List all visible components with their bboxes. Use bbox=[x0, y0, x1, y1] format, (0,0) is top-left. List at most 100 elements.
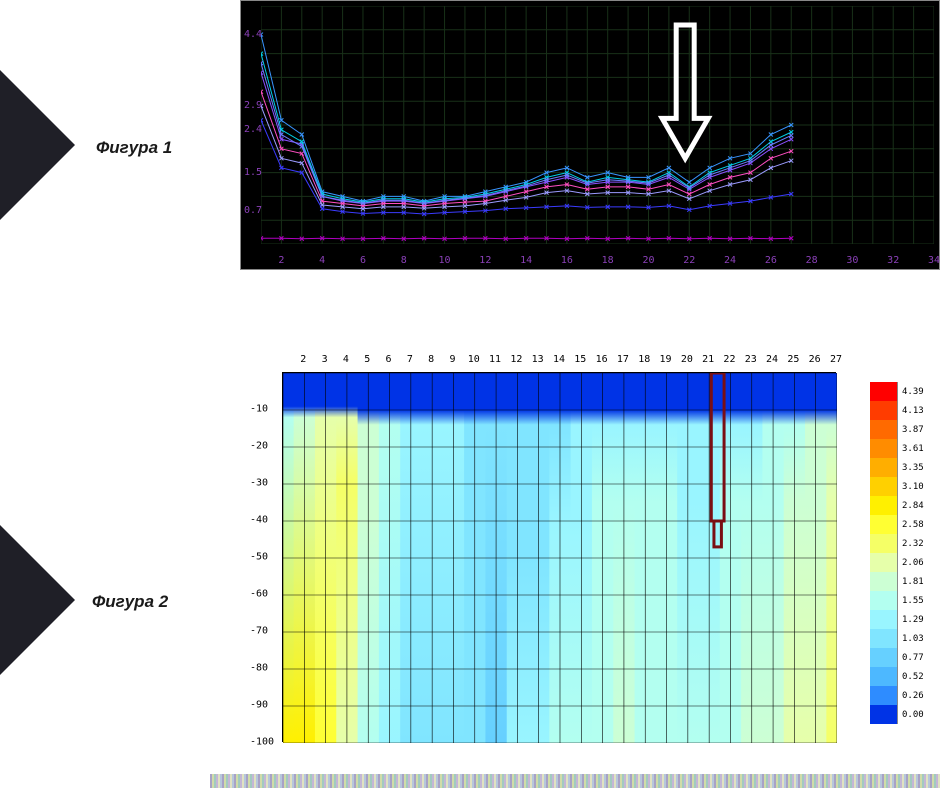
chart2-xtick: 12 bbox=[510, 354, 522, 365]
legend-row: 3.35 bbox=[870, 458, 940, 477]
legend-label: 1.29 bbox=[902, 615, 924, 625]
chart1-xtick: 26 bbox=[765, 255, 777, 266]
legend-label: 0.00 bbox=[902, 710, 924, 720]
chart2-xtick: 27 bbox=[830, 354, 842, 365]
chart2-xtick: 10 bbox=[468, 354, 480, 365]
chart2-ytick: -50 bbox=[250, 552, 268, 563]
chart1-xtick: 4 bbox=[319, 255, 325, 266]
chart2-xtick: 21 bbox=[702, 354, 714, 365]
legend-label: 0.52 bbox=[902, 672, 924, 682]
chart1-ytick: 2.9 bbox=[244, 100, 262, 111]
pointer-fig1 bbox=[0, 50, 75, 240]
chart2-ytick: -10 bbox=[250, 404, 268, 415]
legend-row: 2.58 bbox=[870, 515, 940, 534]
legend-row: 4.39 bbox=[870, 382, 940, 401]
legend-swatch bbox=[870, 534, 898, 553]
legend-swatch bbox=[870, 553, 898, 572]
chart2-xtick: 19 bbox=[660, 354, 672, 365]
legend-row: 0.77 bbox=[870, 648, 940, 667]
chart1-xtick: 30 bbox=[846, 255, 858, 266]
chart2-xtick: 13 bbox=[532, 354, 544, 365]
legend-swatch bbox=[870, 629, 898, 648]
legend-label: 3.35 bbox=[902, 463, 924, 473]
chart2-ytick: -40 bbox=[250, 515, 268, 526]
chart2-xtick: 2 bbox=[300, 354, 306, 365]
legend-row: 1.81 bbox=[870, 572, 940, 591]
legend-swatch bbox=[870, 439, 898, 458]
chart1-ytick: 2.4 bbox=[244, 124, 262, 135]
chart1-ytick: 1.5 bbox=[244, 167, 262, 178]
chart2-xtick: 14 bbox=[553, 354, 565, 365]
chart1-xtick: 10 bbox=[439, 255, 451, 266]
chart1-xtick: 16 bbox=[561, 255, 573, 266]
chart1-ytick: 0.7 bbox=[244, 205, 262, 216]
legend-label: 3.61 bbox=[902, 444, 924, 454]
chart2-xtick: 4 bbox=[343, 354, 349, 365]
legend-swatch bbox=[870, 420, 898, 439]
chart1-xtick: 24 bbox=[724, 255, 736, 266]
legend-row: 3.10 bbox=[870, 477, 940, 496]
legend-swatch bbox=[870, 382, 898, 401]
chart2-ytick: -60 bbox=[250, 589, 268, 600]
legend-label: 1.81 bbox=[902, 577, 924, 587]
legend-swatch bbox=[870, 401, 898, 420]
pointer-fig2 bbox=[0, 505, 75, 695]
chart1-xtick: 14 bbox=[520, 255, 532, 266]
chart1-ytick: 4.4 bbox=[244, 29, 262, 40]
legend-swatch bbox=[870, 667, 898, 686]
chart2-xtick: 6 bbox=[386, 354, 392, 365]
legend-swatch bbox=[870, 686, 898, 705]
legend-label: 4.13 bbox=[902, 406, 924, 416]
chart1-xtick: 8 bbox=[401, 255, 407, 266]
chart1-svg bbox=[261, 6, 934, 244]
legend-label: 2.84 bbox=[902, 501, 924, 511]
chart1-xtick: 32 bbox=[887, 255, 899, 266]
legend-row: 1.55 bbox=[870, 591, 940, 610]
chart1: 0.71.52.42.94.4 246810121416182022242628… bbox=[240, 0, 940, 270]
chart1-xtick: 20 bbox=[642, 255, 654, 266]
legend-row: 2.32 bbox=[870, 534, 940, 553]
chart2-xtick: 22 bbox=[723, 354, 735, 365]
chart2-xtick: 20 bbox=[681, 354, 693, 365]
chart1-xtick: 34 bbox=[928, 255, 940, 266]
chart1-xtick: 18 bbox=[602, 255, 614, 266]
chart2-svg bbox=[283, 373, 837, 743]
legend-label: 0.77 bbox=[902, 653, 924, 663]
chart2-ytick: -20 bbox=[250, 441, 268, 452]
legend-swatch bbox=[870, 477, 898, 496]
legend-label: 3.87 bbox=[902, 425, 924, 435]
chart1-xtick: 22 bbox=[683, 255, 695, 266]
chart1-xtick: 2 bbox=[278, 255, 284, 266]
legend-swatch bbox=[870, 496, 898, 515]
legend-row: 3.87 bbox=[870, 420, 940, 439]
chart2-xtick: 24 bbox=[766, 354, 778, 365]
legend-swatch bbox=[870, 458, 898, 477]
chart2-xtick: 16 bbox=[596, 354, 608, 365]
legend-label: 2.32 bbox=[902, 539, 924, 549]
chart2-ytick: -90 bbox=[250, 700, 268, 711]
chart2-xtick: 23 bbox=[745, 354, 757, 365]
chart1-xtick: 6 bbox=[360, 255, 366, 266]
chart2-xtick: 25 bbox=[787, 354, 799, 365]
chart2-xtick: 18 bbox=[638, 354, 650, 365]
legend-swatch bbox=[870, 705, 898, 724]
legend-swatch bbox=[870, 572, 898, 591]
legend-swatch bbox=[870, 515, 898, 534]
chart2-ytick: -100 bbox=[250, 737, 274, 748]
chart2-xtick: 15 bbox=[574, 354, 586, 365]
caption-fig1: Фигура 1 bbox=[96, 138, 172, 158]
chart2-xtick: 26 bbox=[809, 354, 821, 365]
caption-fig2: Фигура 2 bbox=[92, 592, 168, 612]
chart2-xtick: 9 bbox=[449, 354, 455, 365]
chart2-xtick: 17 bbox=[617, 354, 629, 365]
chart2: 2345678910111213141516171819202122232425… bbox=[232, 352, 940, 772]
legend-row: 4.13 bbox=[870, 401, 940, 420]
legend-label: 1.55 bbox=[902, 596, 924, 606]
chart1-xtick: 28 bbox=[806, 255, 818, 266]
legend-row: 2.84 bbox=[870, 496, 940, 515]
legend-swatch bbox=[870, 610, 898, 629]
legend-row: 0.00 bbox=[870, 705, 940, 724]
legend-swatch bbox=[870, 648, 898, 667]
legend-row: 2.06 bbox=[870, 553, 940, 572]
chart1-plot bbox=[261, 6, 934, 244]
